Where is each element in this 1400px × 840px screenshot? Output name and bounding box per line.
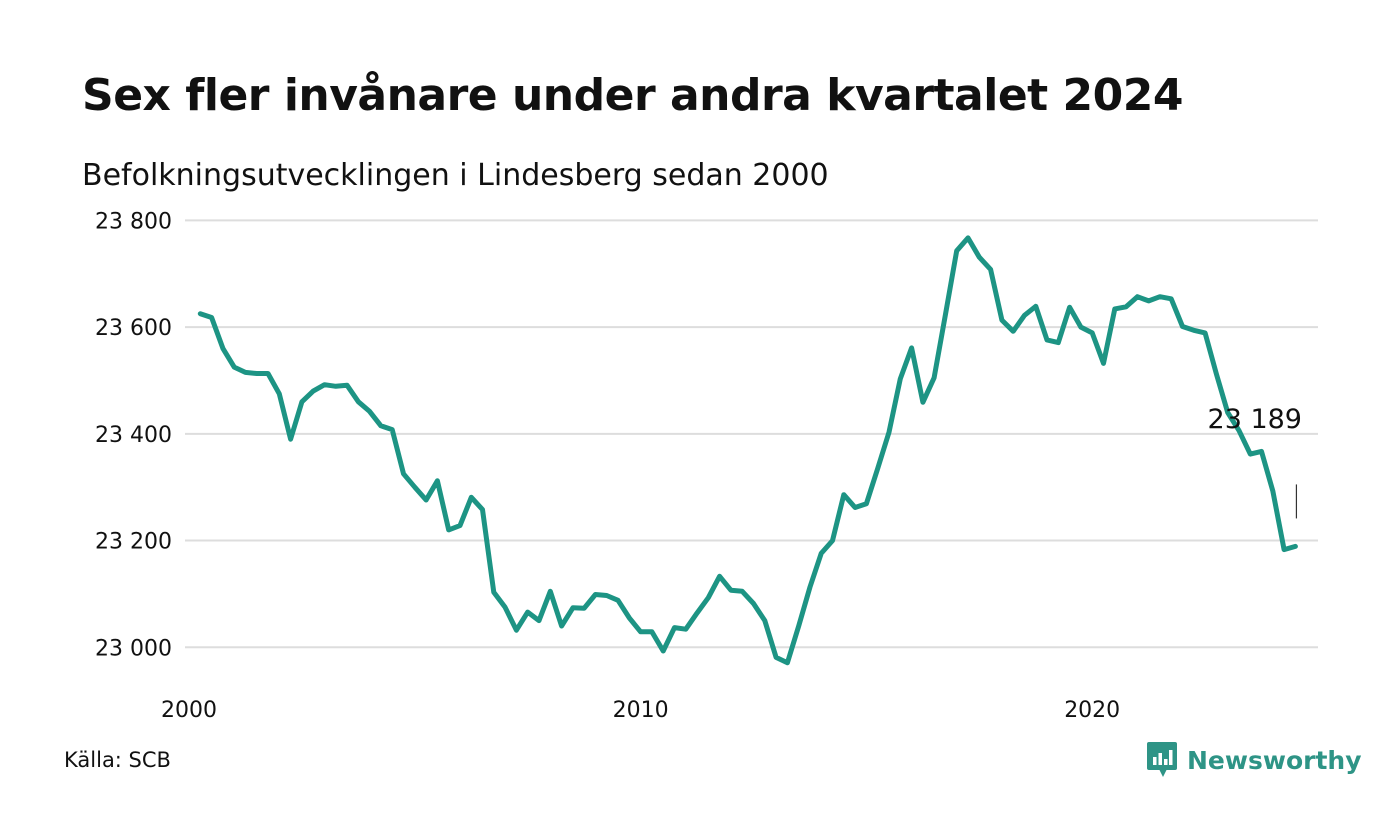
y-tick-label: 23 400	[95, 423, 172, 448]
x-tick-label: 2010	[613, 698, 669, 723]
chart-title: Sex fler invånare under andra kvartalet …	[82, 70, 1184, 121]
y-tick-label: 23 200	[95, 530, 172, 555]
chart-subtitle: Befolkningsutvecklingen i Lindesberg sed…	[82, 158, 829, 193]
last-value-label: 23 189	[1208, 404, 1302, 435]
newsworthy-brand[interactable]: Newsworthy	[1147, 742, 1362, 778]
x-tick-label: 2000	[161, 698, 217, 723]
brand-name: Newsworthy	[1187, 745, 1362, 775]
y-tick-label: 23 000	[95, 636, 172, 661]
y-tick-label: 23 800	[95, 209, 172, 234]
newsworthy-logo-icon	[1147, 742, 1177, 777]
series-line	[197, 235, 1298, 666]
y-tick-label: 23 600	[95, 316, 172, 341]
x-tick-label: 2020	[1064, 698, 1120, 723]
source-note: Källa: SCB	[64, 748, 171, 772]
